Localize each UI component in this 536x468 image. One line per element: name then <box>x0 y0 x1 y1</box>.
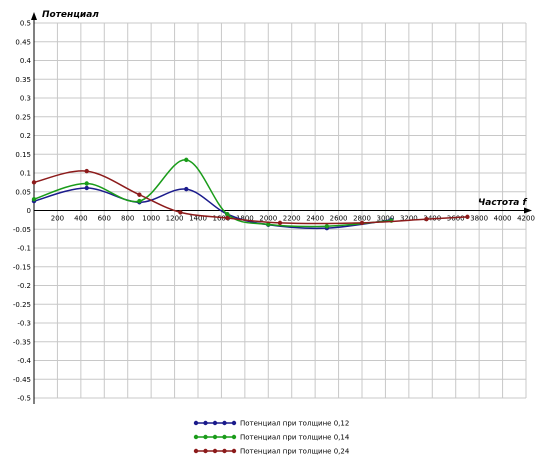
series-1-point <box>184 186 189 192</box>
legend-label: Потенциал при толщине 0,14 <box>240 434 350 442</box>
series-3-point <box>465 214 470 220</box>
y-tick-label: 0.35 <box>15 76 31 84</box>
y-tick-label: 0.25 <box>15 113 31 121</box>
x-axis-title: Частота f <box>478 198 528 208</box>
x-tick-label: 2200 <box>283 215 301 223</box>
series-2-point <box>184 157 189 163</box>
series-3-point <box>359 220 365 226</box>
x-tick-label: 800 <box>121 215 134 223</box>
series-3-point <box>277 220 283 226</box>
series-2-point <box>137 198 142 204</box>
y-tick-label: 0 <box>27 207 31 215</box>
y-tick-labels: 0.5 0.45 0.4 0.35 0.3 0.25 0.2 0.15 0.1 0.05 0 -0.0… <box>13 20 32 403</box>
legend-label: Потенциал при толщине 0,24 <box>240 448 350 456</box>
y-tick-label: 0.45 <box>15 38 31 46</box>
legend-marker <box>222 448 227 454</box>
legend: Потенциал при толщине 0,12 Потенциал при … <box>193 420 350 456</box>
x-tick-label: 3600 <box>447 215 465 223</box>
x-tick-label: 1400 <box>189 215 207 223</box>
legend-marker <box>212 434 218 440</box>
legend-marker <box>203 434 208 440</box>
y-tick-label: 0.1 <box>20 170 31 178</box>
x-tick-label: 1800 <box>236 215 254 223</box>
axes <box>31 12 532 404</box>
x-tick-label: 200 <box>51 215 64 223</box>
y-tick-label: 0.2 <box>20 132 31 140</box>
y-tick-label: 0.3 <box>20 95 31 103</box>
series-line-3 <box>33 170 468 225</box>
series-3-point <box>31 180 37 185</box>
x-tick-label: 4000 <box>494 215 512 223</box>
legend-marker <box>203 448 208 454</box>
series-3-point <box>137 192 142 197</box>
series-3-point <box>178 210 183 215</box>
x-tick-label: 400 <box>74 215 87 223</box>
series-2-point <box>324 224 330 229</box>
series-lines <box>31 157 470 231</box>
series-3-point <box>424 216 429 222</box>
y-tick-label: 0.05 <box>15 188 31 196</box>
legend-marker <box>222 434 227 440</box>
y-tick-label: -0.3 <box>17 320 31 328</box>
y-tick-label: -0.4 <box>17 357 31 365</box>
x-tick-label: 600 <box>98 215 111 223</box>
x-tick-label: 1600 <box>213 215 231 223</box>
y-tick-label: 0.5 <box>20 20 31 28</box>
series-3-point <box>84 168 89 174</box>
series-1-point <box>84 185 89 191</box>
x-tick-labels: 200 400 600 800 1000 1200 1400 1600 1800 2000 2200… <box>51 215 535 223</box>
legend-marker <box>193 420 199 426</box>
y-tick-label: -0.1 <box>17 245 31 253</box>
x-tick-label: 3200 <box>400 215 418 223</box>
x-axis-arrow <box>524 207 532 214</box>
y-axis-title: Потенциал <box>42 10 99 20</box>
legend-marker <box>212 448 218 454</box>
series-2-point <box>225 212 230 217</box>
legend-marker <box>212 420 218 426</box>
x-tick-label: 1000 <box>142 215 160 223</box>
x-tick-label: 2800 <box>353 215 371 223</box>
series-3-point <box>225 215 230 221</box>
series-2-point <box>84 181 89 186</box>
y-tick-label: -0.5 <box>17 395 31 403</box>
x-tick-label: 2600 <box>330 215 348 223</box>
y-tick-label: 0.4 <box>20 57 32 65</box>
legend-marker <box>231 420 237 426</box>
legend-marker <box>231 434 237 440</box>
y-axis-arrow <box>31 12 37 20</box>
legend-marker <box>222 420 227 426</box>
x-tick-label: 1200 <box>166 215 184 223</box>
x-tick-label: 2000 <box>259 215 277 223</box>
y-tick-label: -0.25 <box>13 301 31 309</box>
x-tick-label: 2400 <box>306 215 324 223</box>
legend-marker <box>193 448 199 454</box>
series-2-point <box>31 197 37 202</box>
y-tick-label: 0.15 <box>15 151 31 159</box>
y-tick-label: -0.45 <box>13 376 31 384</box>
y-tick-label: -0.2 <box>17 282 31 290</box>
legend-marker <box>193 434 199 440</box>
x-tick-label: 4200 <box>517 215 535 223</box>
legend-marker <box>231 448 237 454</box>
y-tick-label: -0.05 <box>13 226 31 234</box>
y-tick-label: -0.15 <box>13 263 31 271</box>
legend-label: Потенциал при толщине 0,12 <box>240 420 349 428</box>
series-2-point <box>266 222 271 227</box>
x-tick-label: 3800 <box>470 215 488 223</box>
y-tick-label: -0.35 <box>13 338 31 346</box>
legend-marker <box>203 420 208 426</box>
x-tick-label: 3000 <box>377 215 395 223</box>
